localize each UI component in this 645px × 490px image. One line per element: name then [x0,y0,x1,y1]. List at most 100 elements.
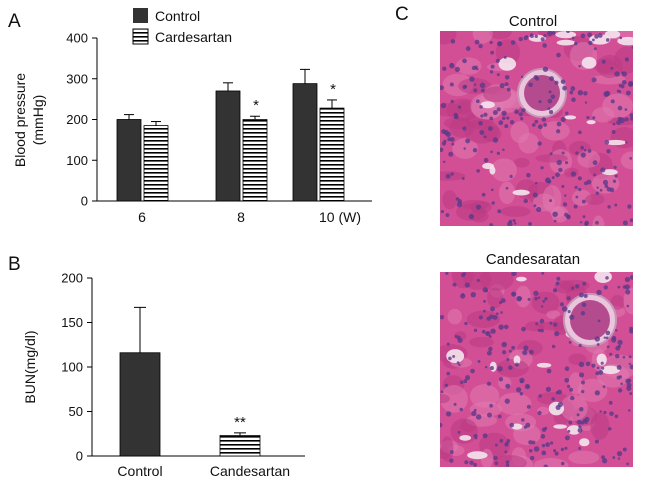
nucleus [470,291,476,298]
nucleus [521,108,526,113]
bar-control [119,352,161,457]
nucleus [561,151,565,155]
nucleus [554,80,559,85]
nucleus [528,448,533,453]
nucleus [522,349,528,356]
y-tick-label: 100 [66,153,88,168]
tubule-shade [442,190,458,210]
nucleus [540,328,544,333]
tubule-lumen [516,276,527,282]
nucleus [582,281,587,286]
nucleus [578,372,585,378]
legend-label-cardesartan: Cardesartan [155,29,232,45]
tubule-lumen [536,362,552,368]
tubule-shade [440,171,466,181]
nucleus [535,322,539,326]
nucleus [499,439,504,443]
nucleus [616,451,623,457]
nucleus [612,179,617,183]
tubule-lumen [489,166,496,175]
nucleus [605,330,611,336]
tubule-shade [585,193,605,206]
panel-label-c: C [395,4,409,25]
nucleus [449,458,454,463]
nucleus [592,116,596,120]
tubule-lumen [601,365,621,375]
nucleus [587,32,593,38]
nucleus [627,409,631,412]
nucleus [568,420,573,425]
glomerulus-tuft [524,75,560,111]
nucleus [610,99,615,104]
nucleus [601,366,605,370]
nucleus [560,116,566,122]
nucleus [624,117,629,122]
nucleus [617,285,621,289]
nucleus [481,192,486,197]
nucleus [519,377,525,384]
nucleus [617,339,623,346]
nucleus [537,328,541,332]
nucleus [534,34,538,38]
nucleus [583,181,588,186]
nucleus [474,437,478,440]
nucleus [594,34,599,39]
nucleus [465,138,471,144]
legend-label-control: Control [155,8,200,24]
tubule-shade [560,395,588,421]
nucleus [446,371,451,376]
histology-image-candesaratan [440,272,633,467]
nucleus [554,331,560,337]
nucleus [440,209,445,214]
nucleus [482,309,486,313]
tubule-lumen [564,115,577,120]
nucleus [445,411,452,417]
nucleus [569,387,574,392]
tubule-shade [469,209,489,223]
nucleus [583,293,588,298]
tubule-shade [444,117,470,130]
nucleus [583,148,587,152]
nucleus [564,446,568,450]
tubule-shade [541,121,570,141]
nucleus [578,361,585,368]
nucleus [628,355,632,359]
nucleus [506,439,511,443]
nucleus [507,221,513,226]
nucleus [534,296,538,301]
nucleus [505,186,509,190]
nucleus [490,306,496,312]
nucleus [597,33,603,38]
nucleus [629,157,633,160]
nucleus [510,40,516,45]
nucleus [503,324,509,330]
tubule-lumen [579,438,590,447]
nucleus [501,341,508,348]
nucleus [464,460,469,465]
nucleus [603,410,607,415]
tubule-lumen [512,189,530,196]
nucleus [591,38,595,42]
nucleus [440,422,443,428]
nucleus [463,379,468,384]
nucleus [461,177,465,180]
nucleus [553,449,557,453]
nucleus [489,40,493,45]
nucleus [571,97,576,103]
nucleus [504,450,508,454]
nucleus [487,412,492,418]
nucleus [526,385,530,388]
nucleus [555,405,561,411]
nucleus [476,278,480,283]
nucleus [486,381,492,386]
nucleus [609,411,614,416]
nucleus [492,110,498,116]
nucleus [581,302,587,308]
nucleus [576,419,582,425]
nucleus [561,306,568,312]
nucleus [603,285,608,290]
nucleus [575,195,579,199]
nucleus [484,365,488,369]
nucleus [473,328,478,332]
nucleus [521,418,525,422]
